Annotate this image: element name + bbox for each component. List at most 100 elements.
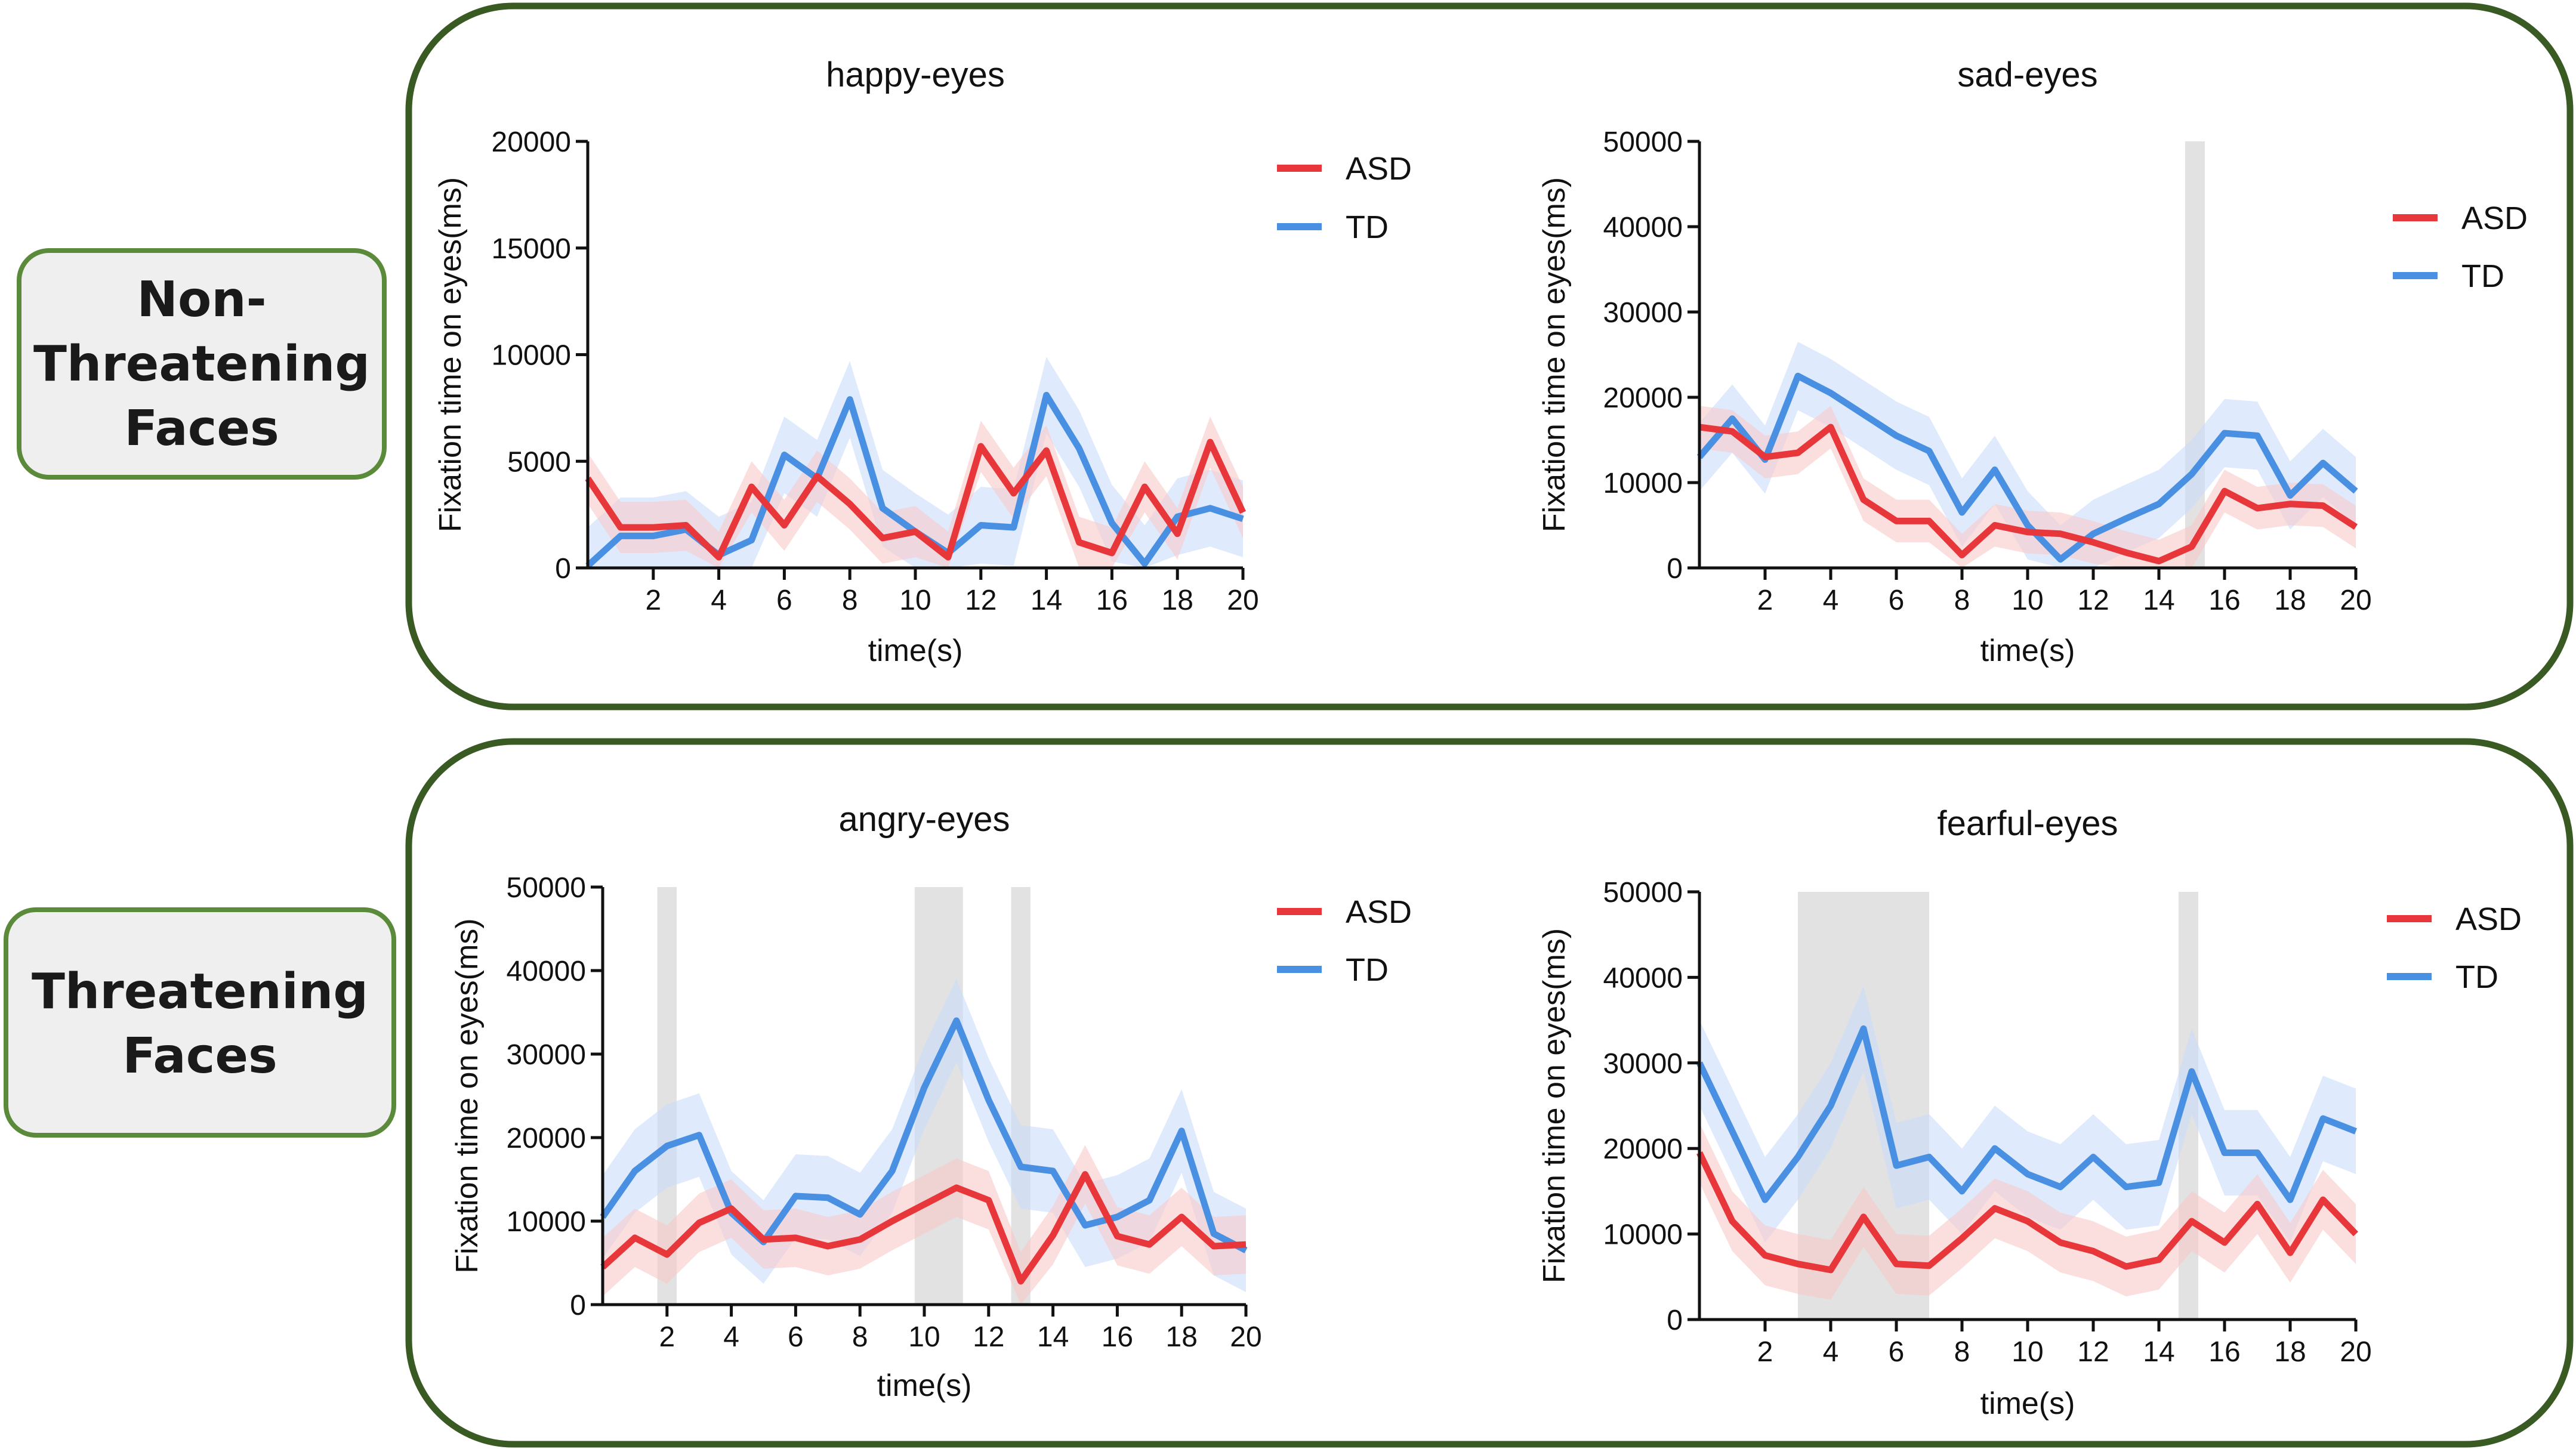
y-tick-label: 0 <box>1667 1305 1683 1336</box>
x-tick-label: 6 <box>1889 1336 1905 1368</box>
y-axis-title: Fixation time on eyes(ms) <box>1537 928 1572 1283</box>
x-tick-label: 12 <box>973 1321 1004 1353</box>
td-legend-label: TD <box>1346 952 1389 988</box>
asd-error-band <box>1699 406 2356 568</box>
x-tick-label: 14 <box>1037 1321 1069 1353</box>
sad-eyes-chart: sad-eyes 0 10000 20000 30000 40000 50000 2 4 6 8 10… <box>1537 55 2528 668</box>
y-tick-label: 40000 <box>1603 962 1683 994</box>
x-tick-label: 2 <box>1757 1336 1773 1368</box>
y-tick-label: 10000 <box>1603 468 1683 499</box>
y-tick-label: 30000 <box>1603 297 1683 329</box>
x-tick-label: 14 <box>2143 585 2174 616</box>
x-tick-label: 12 <box>2077 585 2109 616</box>
x-tick-label: 18 <box>2274 1336 2306 1368</box>
y-tick-label: 50000 <box>507 872 586 904</box>
x-tick-label: 10 <box>899 585 931 616</box>
asd-legend-label: ASD <box>2461 200 2528 236</box>
y-tick-label: 10000 <box>492 340 571 372</box>
label-line: Faces <box>124 400 279 457</box>
asd-error-band <box>603 1145 1246 1305</box>
y-tick-label: 20000 <box>1603 382 1683 414</box>
x-tick-label: 16 <box>2208 585 2240 616</box>
x-tick-label: 12 <box>965 585 997 616</box>
asd-error-band <box>588 416 1243 568</box>
y-tick-label: 30000 <box>1603 1048 1683 1080</box>
td-error-band <box>588 357 1243 568</box>
label-line: Non- <box>137 271 266 328</box>
chart-title: fearful-eyes <box>1937 804 2118 843</box>
y-tick-label: 10000 <box>1603 1219 1683 1251</box>
x-tick-label: 20 <box>2340 1336 2371 1368</box>
x-tick-label: 8 <box>852 1321 868 1353</box>
label-line: Faces <box>122 1028 277 1085</box>
x-tick-label: 20 <box>1227 585 1258 616</box>
threatening-label-box <box>4 907 396 1138</box>
y-tick-label: 0 <box>555 553 571 585</box>
angry-eyes-chart: angry-eyes 0 10000 20000 30000 40000 50000 2 4 6 8… <box>450 800 1412 1403</box>
fearful-eyes-chart: fearful-eyes 0 10000 20000 30000 40000 50000 2 4… <box>1537 804 2522 1421</box>
chart-title: happy-eyes <box>826 55 1005 94</box>
y-tick-label: 0 <box>1667 553 1683 585</box>
y-tick-label: 0 <box>570 1290 586 1321</box>
x-axis-title: time(s) <box>1980 634 2075 668</box>
happy-eyes-chart: happy-eyes 0 5000 10000 15000 20000 2 4 6 8 10 12 14… <box>433 55 1412 668</box>
label-line: Threatening <box>33 336 370 393</box>
td-error-band <box>1699 342 2356 568</box>
asd-legend-label: ASD <box>1346 151 1412 187</box>
threatening-label: Threatening Faces <box>32 963 368 1085</box>
x-tick-label: 4 <box>723 1321 739 1353</box>
x-tick-label: 8 <box>842 585 858 616</box>
y-tick-label: 15000 <box>492 233 571 265</box>
x-tick-label: 20 <box>1230 1321 1261 1353</box>
asd-series-line <box>1699 424 2358 565</box>
td-legend-label: TD <box>1346 209 1389 245</box>
x-tick-label: 10 <box>2012 585 2043 616</box>
x-axis-title: time(s) <box>868 634 963 668</box>
asd-series-line <box>600 1171 1247 1285</box>
td-series-line <box>600 1017 1248 1253</box>
x-tick-label: 2 <box>659 1321 675 1353</box>
x-tick-label: 6 <box>788 1321 804 1353</box>
y-axis-title: Fixation time on eyes(ms) <box>433 177 468 532</box>
x-tick-label: 4 <box>711 585 727 616</box>
asd-legend-label: ASD <box>2455 901 2522 937</box>
asd-series-line <box>585 438 1246 561</box>
x-tick-label: 8 <box>1954 585 1970 616</box>
non-threatening-label: Non- Threatening Faces <box>33 271 370 457</box>
y-tick-label: 5000 <box>507 446 571 478</box>
x-tick-label: 18 <box>2274 585 2306 616</box>
x-axis-title: time(s) <box>1980 1386 2075 1421</box>
x-tick-label: 16 <box>2208 1336 2240 1368</box>
y-tick-label: 40000 <box>1603 212 1683 243</box>
x-tick-label: 4 <box>1823 585 1839 616</box>
x-tick-label: 16 <box>1096 585 1128 616</box>
non-threatening-panel <box>405 2 2574 710</box>
x-tick-label: 8 <box>1954 1336 1970 1368</box>
y-tick-label: 20000 <box>492 126 571 158</box>
asd-series-line <box>1696 1151 2358 1274</box>
significance-window <box>1011 887 1031 1305</box>
td-series-line <box>1696 1025 2358 1203</box>
chart-title: angry-eyes <box>839 800 1010 839</box>
non-threatening-label-box <box>17 248 387 480</box>
y-axis-title: Fixation time on eyes(ms) <box>450 918 485 1273</box>
x-tick-label: 12 <box>2077 1336 2109 1368</box>
td-legend-label: TD <box>2461 258 2504 294</box>
x-tick-label: 6 <box>1889 585 1905 616</box>
y-tick-label: 50000 <box>1603 126 1683 158</box>
td-series-line <box>1696 372 2358 563</box>
y-axis-title: Fixation time on eyes(ms) <box>1537 177 1572 532</box>
x-tick-label: 14 <box>2143 1336 2174 1368</box>
y-tick-label: 30000 <box>507 1039 586 1071</box>
x-tick-label: 20 <box>2340 585 2371 616</box>
x-tick-label: 10 <box>908 1321 940 1353</box>
x-tick-label: 18 <box>1162 585 1193 616</box>
x-axis-title: time(s) <box>877 1368 972 1403</box>
y-tick-label: 10000 <box>507 1206 586 1238</box>
chart-title: sad-eyes <box>1957 55 2097 94</box>
y-tick-label: 20000 <box>1603 1133 1683 1165</box>
label-line: Threatening <box>32 963 368 1020</box>
x-tick-label: 6 <box>776 585 792 616</box>
y-tick-label: 20000 <box>507 1123 586 1154</box>
y-tick-label: 50000 <box>1603 877 1683 909</box>
